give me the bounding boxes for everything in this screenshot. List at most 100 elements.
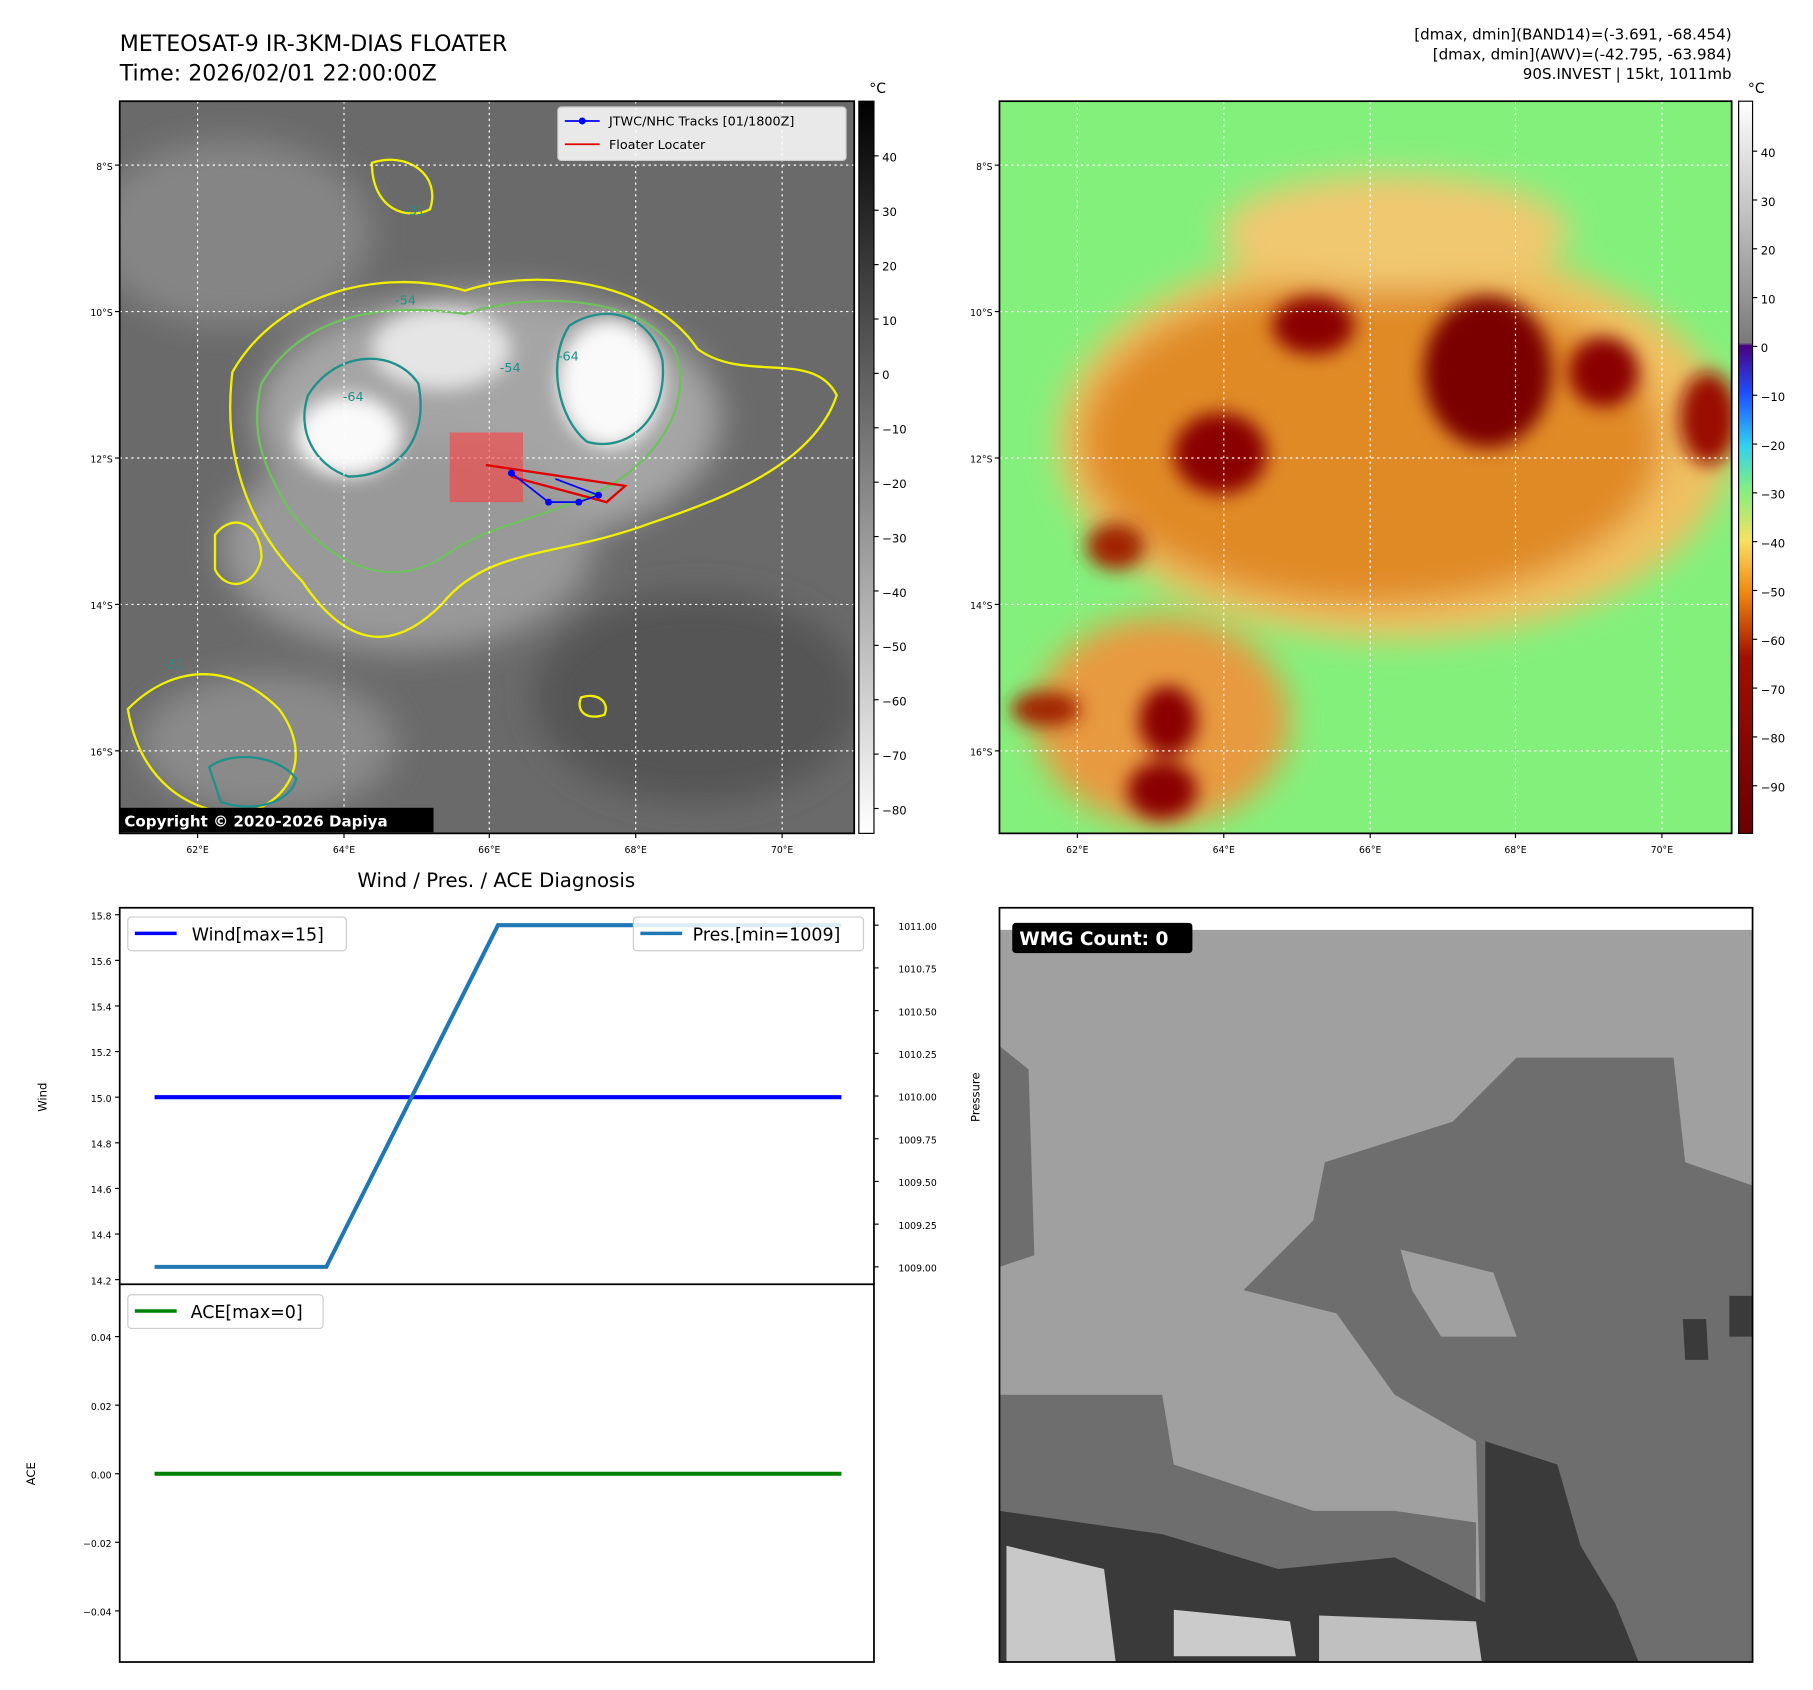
- wind-ytick-label: 15.8: [91, 911, 112, 922]
- colorbar-tick-label: −40: [1761, 536, 1786, 550]
- stats-band14: [dmax, dmin](BAND14)=(-3.691, -68.454): [1414, 26, 1731, 44]
- pres-ytick-label: 1010.25: [898, 1050, 936, 1061]
- colorbar-tick-label: 0: [882, 368, 889, 382]
- colorbar-tick-label: 30: [882, 205, 897, 219]
- lon-label: 64°E: [1213, 845, 1235, 856]
- copyright-box: [119, 807, 434, 833]
- lat-label: 16°S: [970, 748, 992, 759]
- colorbar-tick-label: −20: [882, 477, 906, 491]
- wind-ytick-label: 15.0: [91, 1094, 112, 1105]
- wmg-count: WMG Count: 0: [1019, 929, 1168, 950]
- pres-ytick-label: 1009.00: [898, 1264, 936, 1275]
- colorbar-tick-label: −10: [882, 423, 906, 437]
- colorbar-tick-label: −60: [1761, 634, 1786, 648]
- ace-ytick-label: −0.04: [83, 1608, 112, 1619]
- wmg-panel: [999, 907, 1753, 1663]
- ir-legend: JTWC/NHC Tracks [01/1800Z] Floater Locat…: [557, 106, 847, 162]
- colorbar-tick-label: 0: [1761, 341, 1768, 355]
- colorbar-tick-label: −10: [1761, 390, 1786, 404]
- contour-label: -54: [500, 361, 521, 376]
- stats-awv: [dmax, dmin](AWV)=(-42.795, -63.984): [1433, 45, 1732, 63]
- figure-title: METEOSAT-9 IR-3KM-DIAS FLOATER: [120, 32, 508, 57]
- pres-ytick-label: 1009.75: [898, 1135, 936, 1146]
- legend-tracks: JTWC/NHC Tracks [01/1800Z]: [608, 115, 794, 130]
- wind-ytick-label: 14.6: [91, 1185, 112, 1196]
- legend-floater: Floater Locater: [609, 138, 706, 153]
- pres-ytick-label: 1010.50: [898, 1007, 936, 1018]
- lon-label: 62°E: [186, 845, 208, 856]
- storm-info: 90S.INVEST | 15kt, 1011mb: [1523, 65, 1732, 83]
- colorbar-tick-label: 10: [1761, 292, 1776, 306]
- pres-ytick-label: 1010.75: [898, 965, 936, 976]
- colorbar-tick-label: 20: [882, 259, 897, 273]
- lon-label: 62°E: [1066, 845, 1088, 856]
- figure-time: Time: 2026/02/01 22:00:00Z: [119, 61, 437, 86]
- lat-label: 12°S: [90, 455, 112, 466]
- lon-label: 70°E: [771, 845, 793, 856]
- lon-label: 64°E: [333, 845, 355, 856]
- wind-ytick-label: 14.4: [91, 1231, 112, 1242]
- floater-locater-line: [485, 463, 628, 504]
- lat-label: 14°S: [970, 601, 992, 612]
- ir-gridlines: [119, 101, 855, 834]
- contour-label: -31: [163, 657, 184, 672]
- ace-ytick-label: 0.02: [91, 1402, 112, 1413]
- colorbar-tick-label: −80: [882, 803, 906, 817]
- wind-ytick-label: 14.2: [91, 1276, 112, 1287]
- lat-label: 14°S: [90, 601, 112, 612]
- colorbar-tick-label: 40: [1761, 146, 1776, 160]
- wind-ytick-label: 15.4: [91, 1003, 112, 1014]
- color-enhanced-map: [999, 101, 1732, 834]
- colorbar-tick-label: −30: [1761, 488, 1786, 502]
- ir-map: -31 -54 -64 -54 -64 -31: [119, 101, 855, 834]
- wmg-ylabel: Pressure: [969, 1072, 983, 1122]
- colorbar-tick-label: −80: [1761, 732, 1786, 746]
- colorbar-tick-label: 20: [1761, 244, 1776, 258]
- colorbar-tick-label: 10: [882, 314, 897, 328]
- colorbar-tick-label: −30: [882, 531, 906, 545]
- ace-legend: ACE[max=0]: [127, 1294, 324, 1330]
- ir-colorbar: [858, 100, 875, 834]
- ir-map-frame: [118, 100, 856, 835]
- ir-colorbar-unit: °C: [869, 81, 886, 97]
- wmg-frame: [998, 906, 1754, 1663]
- lat-label: 10°S: [970, 308, 992, 319]
- ace-ytick-label: 0.04: [91, 1333, 112, 1344]
- wind-ytick-label: 14.8: [91, 1139, 112, 1150]
- contour-label: -31: [404, 204, 425, 219]
- floater-box: [449, 432, 523, 503]
- colorbar-tick-label: −70: [1761, 683, 1786, 697]
- contour-label: -64: [558, 349, 579, 364]
- lat-label: 10°S: [90, 308, 112, 319]
- lon-label: 68°E: [1504, 845, 1526, 856]
- colorbar-tick-label: −70: [882, 749, 906, 763]
- colorbar-tick-label: −90: [1761, 781, 1786, 795]
- colorbar-tick-label: 40: [882, 151, 897, 165]
- colorbar-tick-label: −50: [882, 640, 906, 654]
- copyright: Copyright © 2020-2026 Dapiya: [124, 812, 387, 830]
- colorbar-tick-label: −40: [882, 586, 906, 600]
- color-colorbar: [1738, 100, 1754, 834]
- pres-ytick-label: 1010.00: [898, 1093, 936, 1104]
- legend-wind: Wind[max=15]: [192, 925, 324, 945]
- wind-ylabel: Wind: [35, 1083, 49, 1112]
- ace-ytick-label: 0.00: [91, 1470, 112, 1481]
- colorbar-tick-label: −20: [1761, 439, 1786, 453]
- contour-label: -54: [395, 294, 416, 309]
- lon-label: 70°E: [1651, 845, 1673, 856]
- lon-label: 66°E: [1359, 845, 1381, 856]
- colorbar-tick-label: 30: [1761, 195, 1776, 209]
- lat-label: 16°S: [90, 748, 112, 759]
- wind-legend: Wind[max=15]: [127, 916, 347, 952]
- ace-ylabel: ACE: [24, 1462, 38, 1485]
- colorbar-tick-label: −60: [882, 695, 906, 709]
- color-colorbar-unit: °C: [1748, 81, 1765, 97]
- contour-label: -64: [343, 390, 364, 405]
- pres-legend: Pres.[min=1009]: [632, 916, 865, 952]
- wmg-label-box: [1012, 922, 1193, 954]
- wind-ytick-label: 15.2: [91, 1048, 112, 1059]
- lon-label: 68°E: [625, 845, 647, 856]
- lat-label: 8°S: [976, 162, 993, 173]
- color-map-frame: [998, 100, 1733, 835]
